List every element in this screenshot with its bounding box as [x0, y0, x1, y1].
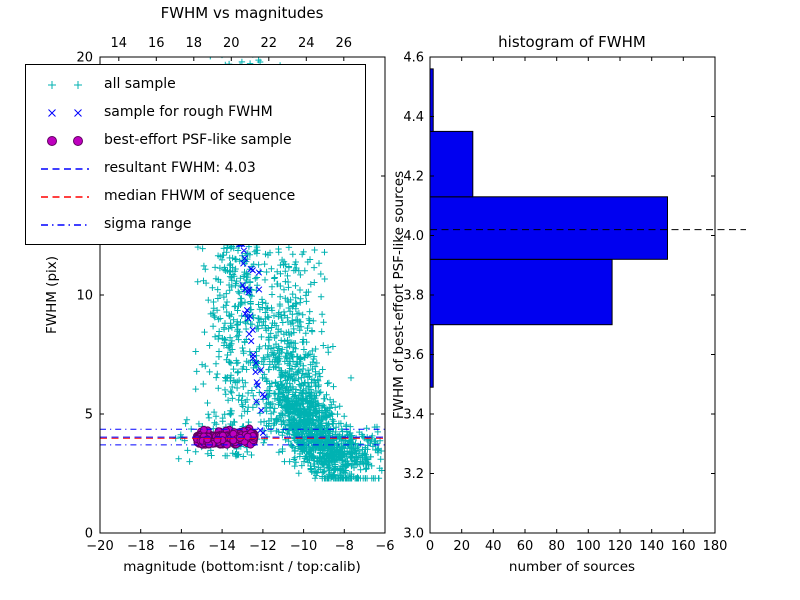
histogram-bar	[429, 196, 668, 260]
right-xlabel: number of sources	[508, 559, 636, 575]
legend-item-all-sample: all sample	[38, 75, 353, 94]
legend-item-median-fwhm: median FHWM of sequence	[38, 187, 353, 206]
svg-text:14: 14	[111, 36, 128, 51]
svg-text:20: 20	[76, 51, 93, 66]
svg-text:5: 5	[85, 408, 93, 423]
svg-text:3.6: 3.6	[403, 348, 424, 363]
legend-label: sigma range	[104, 216, 192, 232]
svg-text:20: 20	[223, 36, 240, 51]
svg-text:−8: −8	[335, 539, 354, 554]
svg-text:−10: −10	[290, 539, 317, 554]
svg-text:40: 40	[485, 539, 502, 554]
legend-item-psf-sample: best-effort PSF-like sample	[38, 131, 353, 150]
dashed-line-icon	[41, 195, 89, 198]
circle-marker-icon	[47, 135, 83, 146]
right-axes-frame	[429, 56, 716, 534]
left-plot-title: FWHM vs magnitudes	[160, 4, 324, 22]
svg-text:80: 80	[548, 539, 565, 554]
svg-text:100: 100	[576, 539, 601, 554]
svg-text:3.0: 3.0	[403, 527, 424, 542]
svg-text:−12: −12	[249, 539, 276, 554]
svg-text:120: 120	[608, 539, 633, 554]
right-ylabel: FWHM of best-effort PSF-like sources	[391, 170, 407, 420]
svg-text:3.2: 3.2	[403, 467, 424, 482]
svg-text:22: 22	[261, 36, 278, 51]
histogram-bars	[429, 68, 668, 388]
svg-text:−6: −6	[375, 539, 394, 554]
svg-text:180: 180	[703, 539, 728, 554]
legend-item-rough-fwhm: sample for rough FWHM	[38, 103, 353, 122]
svg-text:140: 140	[639, 539, 664, 554]
svg-text:3.4: 3.4	[403, 408, 424, 423]
svg-text:60: 60	[517, 539, 534, 554]
left-ylabel: FWHM (pix)	[44, 255, 60, 335]
legend-label: sample for rough FWHM	[104, 104, 273, 120]
svg-text:16: 16	[148, 36, 165, 51]
svg-text:−14: −14	[208, 539, 235, 554]
svg-text:18: 18	[186, 36, 203, 51]
histogram-bar	[429, 258, 613, 326]
svg-text:3.8: 3.8	[403, 289, 424, 304]
right-plot-title: histogram of FWHM	[498, 33, 646, 51]
tick-labels: −20 −18 −16 −14 −12 −10 −8 −6 14 16 18 20 22 24 26 0 5 10…	[76, 36, 727, 554]
svg-text:4.0: 4.0	[403, 229, 424, 244]
legend-label: median FHWM of sequence	[104, 188, 296, 204]
svg-text:0: 0	[426, 539, 434, 554]
svg-text:160: 160	[671, 539, 696, 554]
histogram-bar	[429, 130, 474, 198]
legend-label: resultant FWHM: 4.03	[104, 160, 256, 176]
legend-item-sigma-range: sigma range	[38, 215, 353, 234]
svg-text:−20: −20	[86, 539, 113, 554]
svg-text:10: 10	[76, 289, 93, 304]
legend: all sample sample for rough FWHM best-ef…	[25, 64, 366, 245]
legend-label: all sample	[104, 76, 176, 92]
svg-text:4.2: 4.2	[403, 170, 424, 185]
svg-text:4.6: 4.6	[403, 51, 424, 66]
legend-label: best-effort PSF-like sample	[104, 132, 292, 148]
left-xlabel: magnitude (bottom:isnt / top:calib)	[123, 559, 361, 575]
tick-marks	[99, 56, 716, 534]
svg-text:20: 20	[453, 539, 470, 554]
svg-text:24: 24	[298, 36, 315, 51]
svg-text:26: 26	[336, 36, 353, 51]
svg-text:4.4: 4.4	[403, 110, 424, 125]
left-axes-frame	[99, 56, 386, 534]
dashdot-line-icon	[41, 223, 89, 226]
svg-text:−16: −16	[168, 539, 195, 554]
x-marker-icon	[48, 108, 82, 117]
plus-marker-icon	[48, 80, 82, 89]
dashed-line-icon	[41, 167, 89, 170]
legend-item-resultant-fwhm: resultant FWHM: 4.03	[38, 159, 353, 178]
svg-text:0: 0	[85, 527, 93, 542]
svg-text:−18: −18	[127, 539, 154, 554]
